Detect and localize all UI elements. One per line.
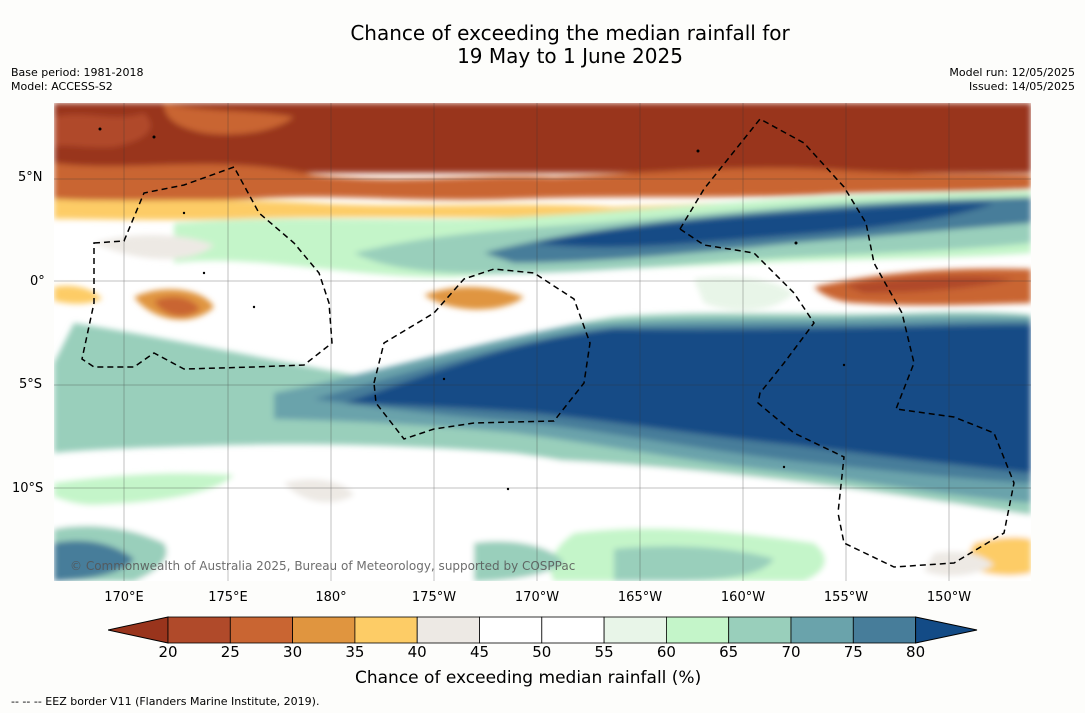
colorbar-tick-label: 65 [719,643,739,661]
colorbar-tick-label: 50 [532,643,552,661]
lat-label-0: 0° [30,274,45,289]
colorbar-arrow-low [107,616,169,644]
colorbar-segment [354,616,418,644]
colorbar-tick-label: 40 [407,643,427,661]
colorbar-tick-label: 35 [345,643,365,661]
lon-label-170e: 170°E [104,590,144,605]
meta-left: Base period: 1981-2018 Model: ACCESS-S2 [11,66,143,94]
colorbar-label: Chance of exceeding median rainfall (%) [355,668,702,688]
lat-label-10s: 10°S [12,481,44,496]
issued-date: Issued: 14/05/2025 [968,80,1075,93]
colorbar-tick-label: 55 [594,643,614,661]
colorbar-tick-label: 30 [283,643,303,661]
colorbar-svg [107,616,978,644]
model-name: Model: ACCESS-S2 [11,80,113,93]
lon-label-180: 180° [315,590,347,605]
colorbar-segment [790,616,854,644]
lat-label-5s: 5°S [19,377,43,392]
lon-label-170w: 170°W [514,590,560,605]
eez-border [81,118,1015,568]
colorbar-tick-label: 80 [906,643,926,661]
map-title-line2: 19 May to 1 June 2025 [457,44,683,68]
map-title-line1: Chance of exceeding the median rainfall … [350,21,790,45]
colorbar-segment [416,616,480,644]
base-period: Base period: 1981-2018 [11,66,144,79]
colorbar-segment [229,616,294,644]
colorbar-tick-label: 20 [158,643,178,661]
colorbar [107,616,978,644]
colorbar-segment [728,616,792,644]
eez-footnote: -- -- -- EEZ border V11 (Flanders Marine… [11,695,320,708]
meta-right: Model run: 12/05/2025 Issued: 14/05/2025 [949,66,1075,94]
copyright-notice: © Commonwealth of Australia 2025, Bureau… [70,559,576,573]
colorbar-segment [852,616,916,644]
colorbar-tick-label: 75 [843,643,863,661]
colorbar-tick-label: 25 [220,643,240,661]
lon-label-175e: 175°E [208,590,248,605]
colorbar-segment [292,616,356,644]
lon-label-160w: 160°W [720,590,766,605]
lat-label-5n: 5°N [18,170,43,185]
lon-label-165w: 165°W [617,590,663,605]
colorbar-tick-label: 60 [656,643,676,661]
lon-label-155w: 155°W [823,590,869,605]
lon-label-150w: 150°W [926,590,972,605]
rainfall-map: © Commonwealth of Australia 2025, Bureau… [54,103,1031,581]
colorbar-tick-label: 70 [781,643,801,661]
colorbar-segment [479,616,543,644]
colorbar-segment [541,616,605,644]
colorbar-arrow-high [915,616,978,644]
colorbar-segment [666,616,730,644]
rainfall-map-svg [54,103,1031,581]
colorbar-segment [603,616,667,644]
lon-label-175w: 175°W [411,590,457,605]
colorbar-tick-label: 45 [469,643,490,661]
islands [98,127,846,491]
model-run: Model run: 12/05/2025 [949,66,1075,79]
colorbar-segment [167,616,231,644]
